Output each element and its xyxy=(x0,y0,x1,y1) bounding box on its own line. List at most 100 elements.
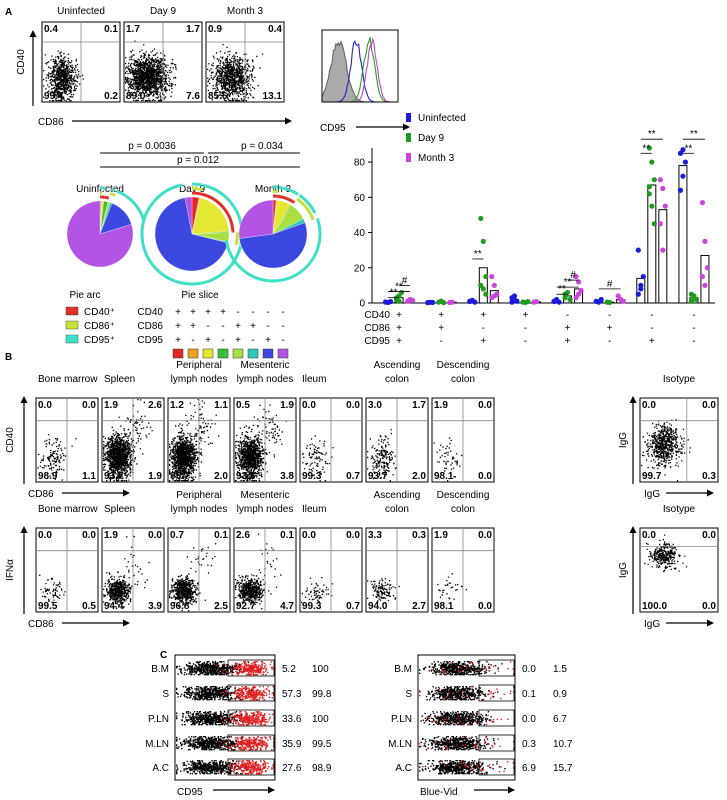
legend-swatch xyxy=(406,133,411,142)
pie-arc xyxy=(109,192,114,196)
significance: # xyxy=(570,270,576,281)
data-point xyxy=(382,299,389,305)
significance: ** xyxy=(390,288,398,299)
arrow-head xyxy=(268,786,275,794)
event-dots xyxy=(644,534,688,573)
quadrant-value: 1.9 xyxy=(104,400,118,411)
data-point xyxy=(649,159,655,165)
sign: - xyxy=(281,335,284,346)
quadrant-value: 0.0 xyxy=(478,471,492,482)
data-point xyxy=(657,177,663,183)
quadrant-value: 98.1 xyxy=(434,601,454,612)
plot-title: Ascending xyxy=(374,360,421,371)
sign: - xyxy=(266,321,269,332)
data-point xyxy=(680,147,686,153)
gate-box xyxy=(227,709,275,727)
data-point xyxy=(483,291,489,297)
data-point xyxy=(573,273,579,280)
gate-value: 0.3 xyxy=(522,739,536,750)
quadrant-value: 1.1 xyxy=(82,471,96,482)
y-tick-label: 60 xyxy=(354,193,366,204)
quadrant-value: 1.9 xyxy=(280,400,294,411)
plot-frame xyxy=(417,654,516,781)
row-label: P.LN xyxy=(391,714,412,725)
data-point xyxy=(702,238,708,244)
quadrant-value: 7.6 xyxy=(186,91,200,102)
arrow-head xyxy=(20,396,28,403)
quadrant-value: 3.9 xyxy=(148,601,162,612)
bar xyxy=(658,209,668,304)
quadrant-value: 98.9 xyxy=(38,471,58,482)
quadrant-value: 0.0 xyxy=(82,400,96,411)
arrow-head xyxy=(508,786,515,794)
gate-value: 99.8 xyxy=(312,689,332,700)
legend-label: CD95⁺ xyxy=(84,335,115,346)
sign: + xyxy=(175,307,181,318)
event-dots xyxy=(169,414,203,482)
arrow-head xyxy=(123,619,130,627)
gate-value: 100 xyxy=(312,664,329,675)
gate-box xyxy=(478,684,515,702)
row-label: M.LN xyxy=(388,739,412,750)
slice-swatch xyxy=(187,348,199,359)
x-tick-label: + xyxy=(396,323,402,334)
gate-value: 0.9 xyxy=(553,689,567,700)
plot-title: Isotype xyxy=(663,374,696,385)
quadrant-value: 2.6 xyxy=(236,530,250,541)
x-tick-label: - xyxy=(692,310,695,321)
significance: # xyxy=(402,275,408,286)
event-dots xyxy=(641,419,691,482)
quadrant-value: 85.6 xyxy=(208,91,228,102)
row-label: S xyxy=(405,689,412,700)
data-point xyxy=(491,282,497,288)
pie-slice xyxy=(66,200,134,268)
event-dots xyxy=(367,578,400,605)
legend-swatch xyxy=(406,113,411,122)
quadrant-value: 0.0 xyxy=(702,601,716,612)
quadrant-value: 0.0 xyxy=(38,530,52,541)
p-value: p = 0.012 xyxy=(177,155,219,166)
pie-arc xyxy=(191,186,201,191)
significance: # xyxy=(607,279,613,290)
histogram-curve xyxy=(321,40,398,103)
arrow-head xyxy=(403,123,410,131)
event-dots xyxy=(437,573,467,600)
gate-value: 0.1 xyxy=(522,689,536,700)
row-label: CD40 xyxy=(137,307,163,318)
quadrant-value: 1.1 xyxy=(214,400,228,411)
x-tick-label: + xyxy=(396,310,402,321)
quadrant-value: 0.0 xyxy=(82,530,96,541)
quadrant-value: 0.0 xyxy=(302,400,316,411)
plot-title: lymph nodes xyxy=(171,374,228,385)
sign: - xyxy=(251,335,254,346)
plot-title: Mesenteric xyxy=(241,490,290,501)
plot-title: Descending xyxy=(437,360,490,371)
event-dots xyxy=(37,434,77,481)
arrow-head xyxy=(629,396,637,403)
quadrant-value: 1.7 xyxy=(186,24,200,35)
event-dots xyxy=(222,760,275,775)
data-point xyxy=(680,173,686,179)
quadrant-value: 1.7 xyxy=(412,400,426,411)
pie-arc xyxy=(298,193,317,214)
sign: - xyxy=(281,307,284,318)
x-tick-label: + xyxy=(523,310,529,321)
quadrant-value: 0.7 xyxy=(170,530,184,541)
quadrant-value: 0.0 xyxy=(346,530,360,541)
plot-title: Bone marrow xyxy=(38,374,98,385)
event-dots xyxy=(419,760,506,775)
plot-title: lymph nodes xyxy=(237,374,294,385)
row-label: S xyxy=(162,689,169,700)
slice-swatch xyxy=(232,348,244,359)
pie-arc xyxy=(234,232,239,245)
event-dots xyxy=(176,736,252,751)
gate-box xyxy=(227,684,275,702)
data-point xyxy=(387,298,394,305)
row-label: CD86 xyxy=(137,321,163,332)
event-dots xyxy=(39,574,66,603)
pie-slice xyxy=(191,197,230,235)
data-point xyxy=(511,293,518,299)
plot-title: Uninfected xyxy=(57,6,105,17)
pie-slice xyxy=(239,222,308,269)
